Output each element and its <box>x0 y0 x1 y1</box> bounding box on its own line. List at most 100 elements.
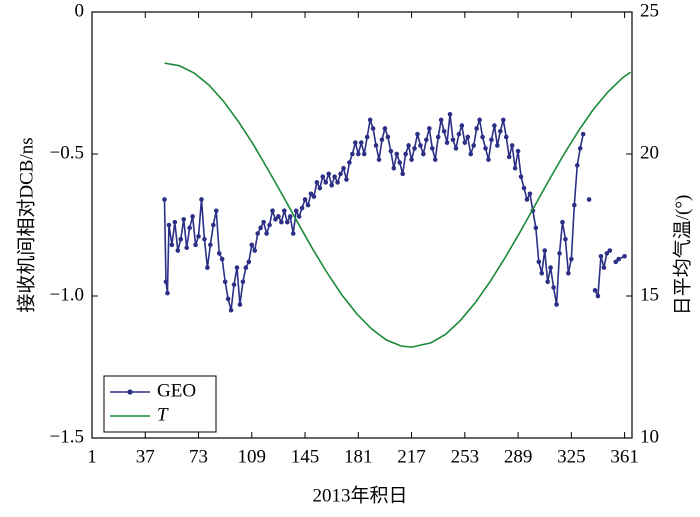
data-point <box>424 137 429 143</box>
data-point <box>572 202 577 208</box>
data-point <box>397 160 403 165</box>
y-axis-label: 接收机间相对DCB/ns <box>15 137 37 312</box>
data-point <box>273 217 278 222</box>
x-tick-label: 145 <box>291 446 320 467</box>
data-point <box>353 140 358 145</box>
data-point <box>199 197 204 202</box>
y-tick-label: −1.0 <box>50 284 84 305</box>
data-point <box>279 219 284 225</box>
data-point <box>441 128 447 134</box>
legend-label: T <box>157 404 169 425</box>
data-point <box>427 126 432 131</box>
legend: GEO T <box>103 375 217 433</box>
data-point <box>574 163 580 168</box>
data-point <box>569 256 574 262</box>
data-point <box>536 259 542 265</box>
data-point <box>394 151 400 157</box>
data-point <box>382 126 388 131</box>
data-point <box>518 174 524 180</box>
data-point <box>323 180 329 185</box>
data-point <box>577 146 583 151</box>
data-point <box>527 191 533 197</box>
data-point <box>178 236 184 242</box>
data-point <box>515 148 521 154</box>
legend-marker <box>127 389 133 395</box>
data-point <box>320 174 326 180</box>
data-point <box>545 279 550 285</box>
data-point <box>341 165 346 171</box>
data-point <box>580 131 586 137</box>
data-point <box>296 214 302 219</box>
data-point <box>370 126 376 131</box>
data-point <box>376 157 382 162</box>
data-point <box>202 236 207 242</box>
data-point <box>480 134 485 140</box>
x-tick-label: 361 <box>610 446 639 467</box>
legend-box <box>103 375 217 433</box>
data-point <box>205 265 210 270</box>
data-point <box>524 197 530 202</box>
data-point <box>495 143 500 148</box>
data-point <box>498 128 503 134</box>
data-point <box>429 146 435 151</box>
data-point <box>592 288 598 293</box>
data-point <box>373 143 379 148</box>
x-tick-label: 325 <box>557 446 586 467</box>
data-point <box>542 248 548 253</box>
data-point <box>361 151 367 157</box>
data-point <box>270 208 275 214</box>
data-point <box>172 219 178 225</box>
data-point <box>305 202 311 208</box>
data-point <box>350 151 355 157</box>
data-point <box>267 222 272 228</box>
data-point <box>391 165 397 171</box>
data-point <box>563 236 568 242</box>
data-point <box>255 231 260 236</box>
x-axis-label: 2013年积日 <box>312 484 407 506</box>
data-point <box>335 180 340 185</box>
data-point <box>533 225 539 231</box>
legend-label: GEO <box>157 380 196 401</box>
data-point <box>290 231 296 236</box>
data-point <box>444 140 450 145</box>
data-point <box>358 140 364 145</box>
y2-tick-label: 15 <box>640 284 659 305</box>
x-tick-label: 109 <box>238 446 267 467</box>
data-point <box>231 282 237 287</box>
data-point <box>234 265 240 270</box>
x-tick-label: 37 <box>136 446 155 467</box>
data-point <box>456 131 462 137</box>
data-point <box>566 270 571 276</box>
data-point <box>506 154 512 160</box>
data-point <box>193 242 198 248</box>
data-point <box>356 151 361 157</box>
data-point <box>421 151 426 157</box>
data-point <box>622 253 627 259</box>
data-point <box>438 117 444 123</box>
data-point <box>184 245 189 251</box>
data-point <box>539 270 545 276</box>
data-point <box>208 242 213 248</box>
data-point <box>311 194 317 199</box>
data-point <box>240 279 246 285</box>
data-point <box>169 242 175 248</box>
data-point <box>492 123 497 128</box>
data-point <box>222 279 228 285</box>
data-point <box>409 157 414 162</box>
data-point <box>607 248 613 253</box>
data-point <box>243 265 249 270</box>
data-point <box>379 137 385 143</box>
data-point <box>483 146 488 151</box>
data-point <box>344 177 349 182</box>
data-point <box>388 148 394 154</box>
data-point <box>595 293 601 299</box>
data-point <box>462 140 468 145</box>
y2-axis-label: 日平均气温/(°) <box>671 195 693 316</box>
data-point <box>503 134 509 140</box>
data-point <box>302 197 308 202</box>
data-point <box>219 256 225 262</box>
data-point <box>364 134 370 140</box>
data-point <box>293 208 299 214</box>
data-point <box>347 160 352 165</box>
